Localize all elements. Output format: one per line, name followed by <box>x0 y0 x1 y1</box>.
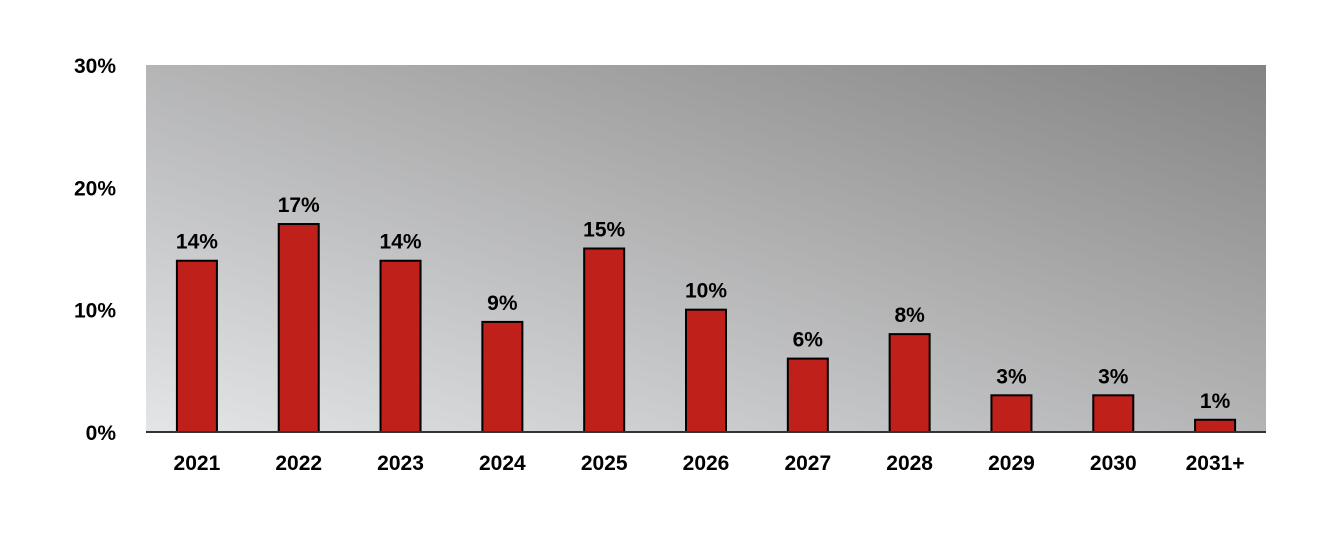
data-label-2022: 17% <box>278 194 320 217</box>
x-tick-label-2023: 2023 <box>377 452 424 475</box>
x-tick-label-2030: 2030 <box>1090 452 1137 475</box>
x-tick-label-2025: 2025 <box>581 452 628 475</box>
x-tick-label-2021: 2021 <box>174 452 221 475</box>
y-tick-label-0: 0% <box>86 422 117 445</box>
data-labels-layer: 14% 17% 14% 9% 15% 10% 6% 8% 3% 3% 1% <box>176 194 1231 413</box>
bar-2021 <box>175 259 218 433</box>
y-tick-label-30: 30% <box>74 55 116 78</box>
y-tick-label-10: 10% <box>74 300 116 323</box>
bar-2030 <box>1092 394 1135 433</box>
x-tick-label-2024: 2024 <box>479 452 526 475</box>
data-label-2027: 6% <box>793 329 824 352</box>
x-tick-label-2026: 2026 <box>683 452 730 475</box>
data-label-2023: 14% <box>380 231 422 254</box>
y-tick-label-20: 20% <box>74 177 116 200</box>
y-axis: 0% 10% 20% 30% <box>74 55 116 445</box>
bar-2023 <box>379 259 422 433</box>
data-label-2029: 3% <box>996 365 1027 388</box>
x-tick-label-2029: 2029 <box>988 452 1035 475</box>
x-tick-label-2027: 2027 <box>784 452 831 475</box>
data-label-2031plus: 1% <box>1200 390 1231 413</box>
data-label-2021: 14% <box>176 231 218 254</box>
data-label-2024: 9% <box>487 292 518 315</box>
x-tick-label-2028: 2028 <box>886 452 933 475</box>
x-axis: 2021 2022 2023 2024 2025 2026 2027 2028 2029 2030… <box>146 431 1266 475</box>
bar-2025 <box>583 247 626 433</box>
bar-2031plus <box>1194 418 1237 433</box>
data-label-2028: 8% <box>894 304 925 327</box>
bar-2022 <box>277 223 320 433</box>
bar-2026 <box>685 308 727 433</box>
data-label-2026: 10% <box>685 280 727 303</box>
bar-2028 <box>888 333 931 433</box>
x-tick-label-2022: 2022 <box>275 452 322 475</box>
bars-layer <box>175 223 1237 434</box>
data-label-2025: 15% <box>583 219 625 242</box>
bar-2029 <box>990 394 1033 433</box>
x-tick-label-2031plus: 2031+ <box>1186 452 1245 475</box>
data-label-2030: 3% <box>1098 365 1129 388</box>
bar-2027 <box>786 357 829 434</box>
bar-2024 <box>481 320 524 433</box>
